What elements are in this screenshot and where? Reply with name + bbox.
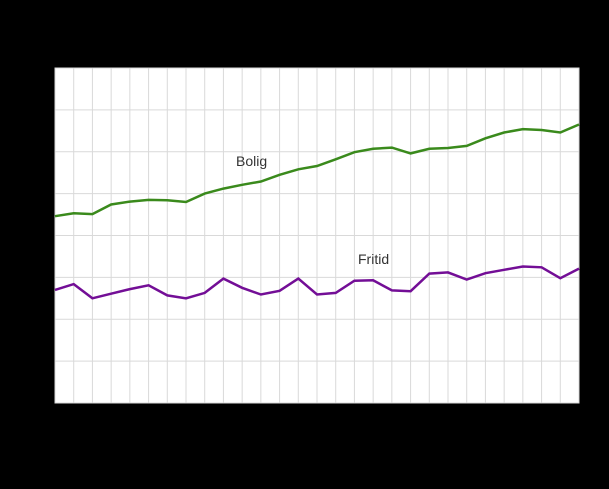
series-label-fritid: Fritid bbox=[358, 251, 390, 267]
series-line-fritid bbox=[54, 265, 580, 300]
series-line-bolig bbox=[54, 123, 580, 218]
plot-border bbox=[54, 67, 580, 404]
series-label-bolig: Bolig bbox=[236, 153, 268, 169]
